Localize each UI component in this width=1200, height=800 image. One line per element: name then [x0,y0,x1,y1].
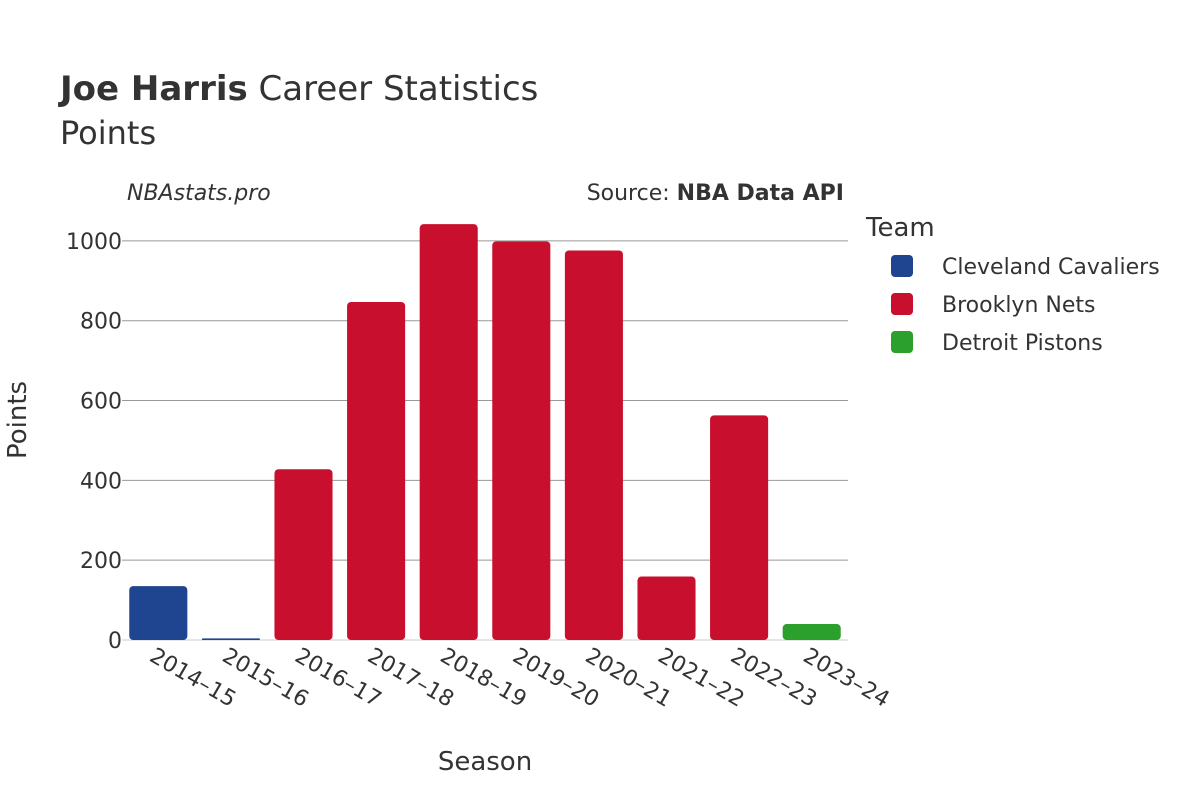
x-tick-labels: 2014–152015–162016–172017–182018–192019–… [145,644,893,713]
legend-swatch [891,331,913,353]
y-tick-label: 400 [80,469,122,494]
bar-2015–16 [201,638,260,640]
legend-swatch [891,255,913,277]
chart-title: Joe Harris Career Statistics [58,69,538,109]
chart-subtitle: Points [60,114,156,152]
bar-2016–17 [274,469,333,640]
bar-2019–20 [492,241,551,640]
watermark: NBAstats.pro [127,181,271,206]
legend-label: Cleveland Cavaliers [942,255,1160,280]
source-prefix: Source: [587,181,677,206]
y-tick-label: 0 [108,629,122,654]
y-tick-label: 800 [80,310,122,335]
bar-2018–19 [419,224,478,641]
y-axis-title: Points [3,381,33,459]
x-axis-title: Season [438,747,532,777]
legend-title: Team [865,213,935,243]
chart-title-rest: Career Statistics [248,69,539,109]
legend: Cleveland Cavaliers Brooklyn Nets Detroit … [891,255,1160,356]
bar-2017–18 [347,301,406,640]
bar-2022–23 [710,415,769,640]
bar-2020–21 [564,250,623,640]
y-tick-label: 200 [80,549,122,574]
legend-label: Brooklyn Nets [942,293,1095,318]
source-credit: Source: NBA Data API [587,181,844,206]
legend-swatch [891,293,913,315]
y-tick-labels: 0 200 400 600 800 1000 [66,230,122,654]
bars [129,224,841,641]
bar-2014–15 [129,586,188,640]
y-tick-label: 600 [80,390,122,415]
y-tick-label: 1000 [66,230,122,255]
source-name: NBA Data API [677,181,844,206]
bar-2023–24 [782,624,841,640]
bar-2021–22 [637,576,696,640]
chart-title-player: Joe Harris [58,69,248,109]
legend-label: Detroit Pistons [942,331,1103,356]
